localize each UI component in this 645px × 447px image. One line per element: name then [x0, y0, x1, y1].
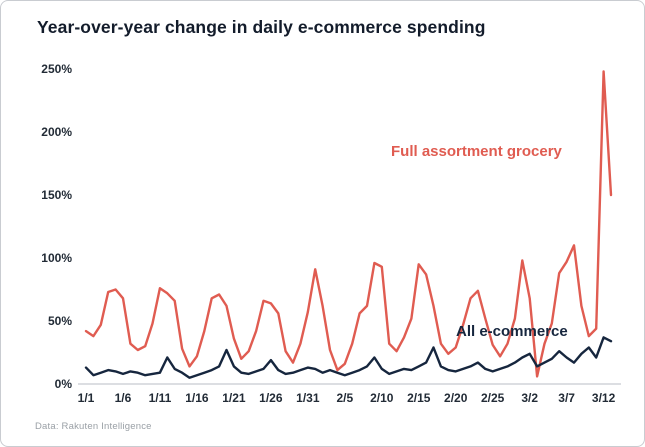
- x-tick-label: 1/16: [185, 391, 209, 405]
- series-line-all-ecommerce: [84, 336, 613, 379]
- source-note: Data: Rakuten Intelligence: [35, 421, 152, 432]
- series-line-full-assortment-grocery: [84, 70, 613, 378]
- x-tick-label: 1/11: [149, 391, 172, 405]
- x-tick-label: 1/26: [259, 391, 283, 405]
- series-label-all-ecommerce: All e-commerce: [456, 323, 568, 340]
- x-tick-label: 2/5: [336, 391, 353, 405]
- x-tick-label: 2/20: [444, 391, 468, 405]
- x-tick-label: 1/6: [115, 391, 132, 405]
- x-tick-label: 1/21: [222, 391, 246, 405]
- x-tick-label: 2/10: [370, 391, 394, 405]
- x-tick-label: 1/31: [296, 391, 320, 405]
- x-tick-label: 2/25: [481, 391, 505, 405]
- y-tick-label: 150%: [41, 188, 72, 202]
- y-tick-label: 250%: [41, 62, 72, 76]
- y-tick-label: 50%: [48, 314, 72, 328]
- x-tick-label: 3/2: [521, 391, 538, 405]
- y-tick-label: 0%: [55, 377, 73, 391]
- y-tick-label: 200%: [41, 125, 72, 139]
- chart-title: Year-over-year change in daily e-commerc…: [37, 17, 486, 37]
- x-tick-label: 1/1: [78, 391, 95, 405]
- x-tick-label: 3/12: [592, 391, 616, 405]
- x-tick-label: 3/7: [558, 391, 575, 405]
- series-label-full-assortment-grocery: Full assortment grocery: [391, 143, 562, 160]
- y-tick-label: 100%: [41, 251, 72, 265]
- x-tick-label: 2/15: [407, 391, 431, 405]
